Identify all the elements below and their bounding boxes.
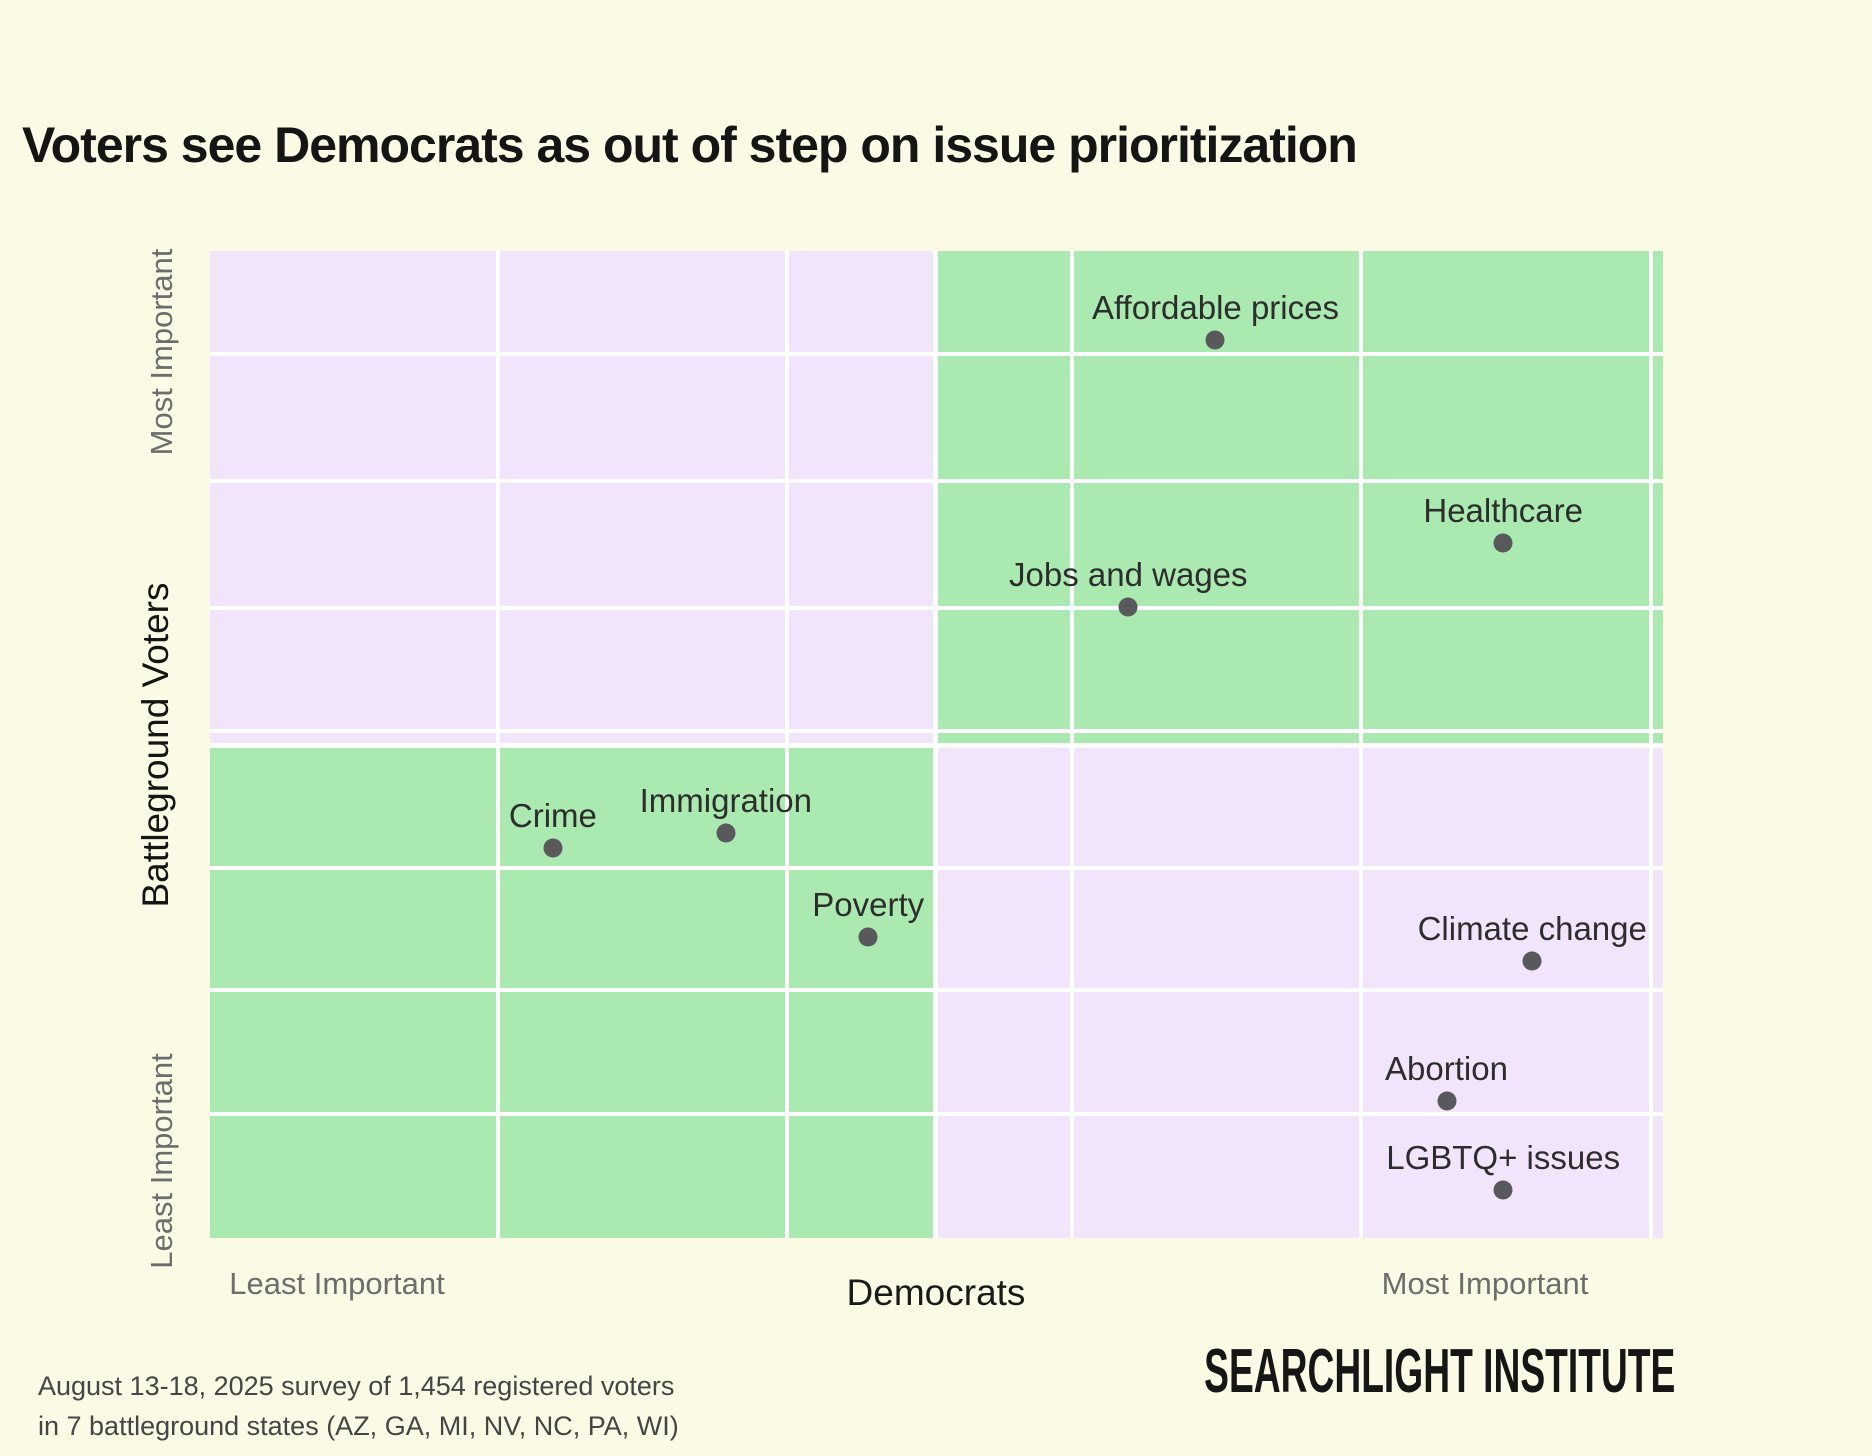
point-dot (1522, 951, 1542, 971)
point-dot (1493, 1180, 1513, 1200)
point-label: Climate change (1417, 909, 1647, 947)
point-dot (1205, 330, 1225, 350)
quadrant-top-left (210, 251, 936, 745)
point-label: Jobs and wages (1009, 556, 1248, 594)
point-dot (1437, 1091, 1456, 1111)
x-axis-min-label: Least Important (229, 1266, 445, 1301)
source-note-line1: August 13-18, 2025 survey of 1,454 regis… (38, 1371, 675, 1401)
source-note: August 13-18, 2025 survey of 1,454 regis… (38, 1366, 679, 1446)
point-dot (858, 927, 878, 947)
point-label: LGBTQ+ issues (1386, 1138, 1621, 1176)
searchlight-institute-logo: SEARCHLIGHT INSTITUTE (1203, 1337, 1675, 1406)
source-note-line2: in 7 battleground states (AZ, GA, MI, NV… (38, 1411, 679, 1441)
point-label: Healthcare (1423, 492, 1583, 530)
point-dot (1493, 533, 1513, 553)
x-axis-title: Democrats (846, 1272, 1026, 1313)
page-title: Voters see Democrats as out of step on i… (22, 117, 1358, 173)
point-dot (1118, 597, 1138, 617)
point-label: Affordable prices (1091, 288, 1339, 326)
y-axis-min-label: Least Important (144, 1053, 179, 1269)
point-label: Immigration (639, 782, 813, 820)
point-dot (543, 838, 563, 858)
y-axis-title: Battleground Voters (135, 582, 176, 908)
x-axis-max-label: Most Important (1381, 1266, 1589, 1301)
quadrant-top-right (935, 251, 1663, 745)
point-label: Poverty (812, 885, 925, 923)
quadrant-scatter-plot: Affordable prices Healthcare Jobs and wage… (210, 251, 1663, 1238)
point-dot (716, 823, 736, 843)
quadrant-boundary-horizontal (210, 742, 1663, 748)
point-label: Abortion (1385, 1049, 1508, 1087)
y-axis-max-label: Most Important (144, 248, 179, 456)
point-label: Crime (508, 797, 597, 835)
